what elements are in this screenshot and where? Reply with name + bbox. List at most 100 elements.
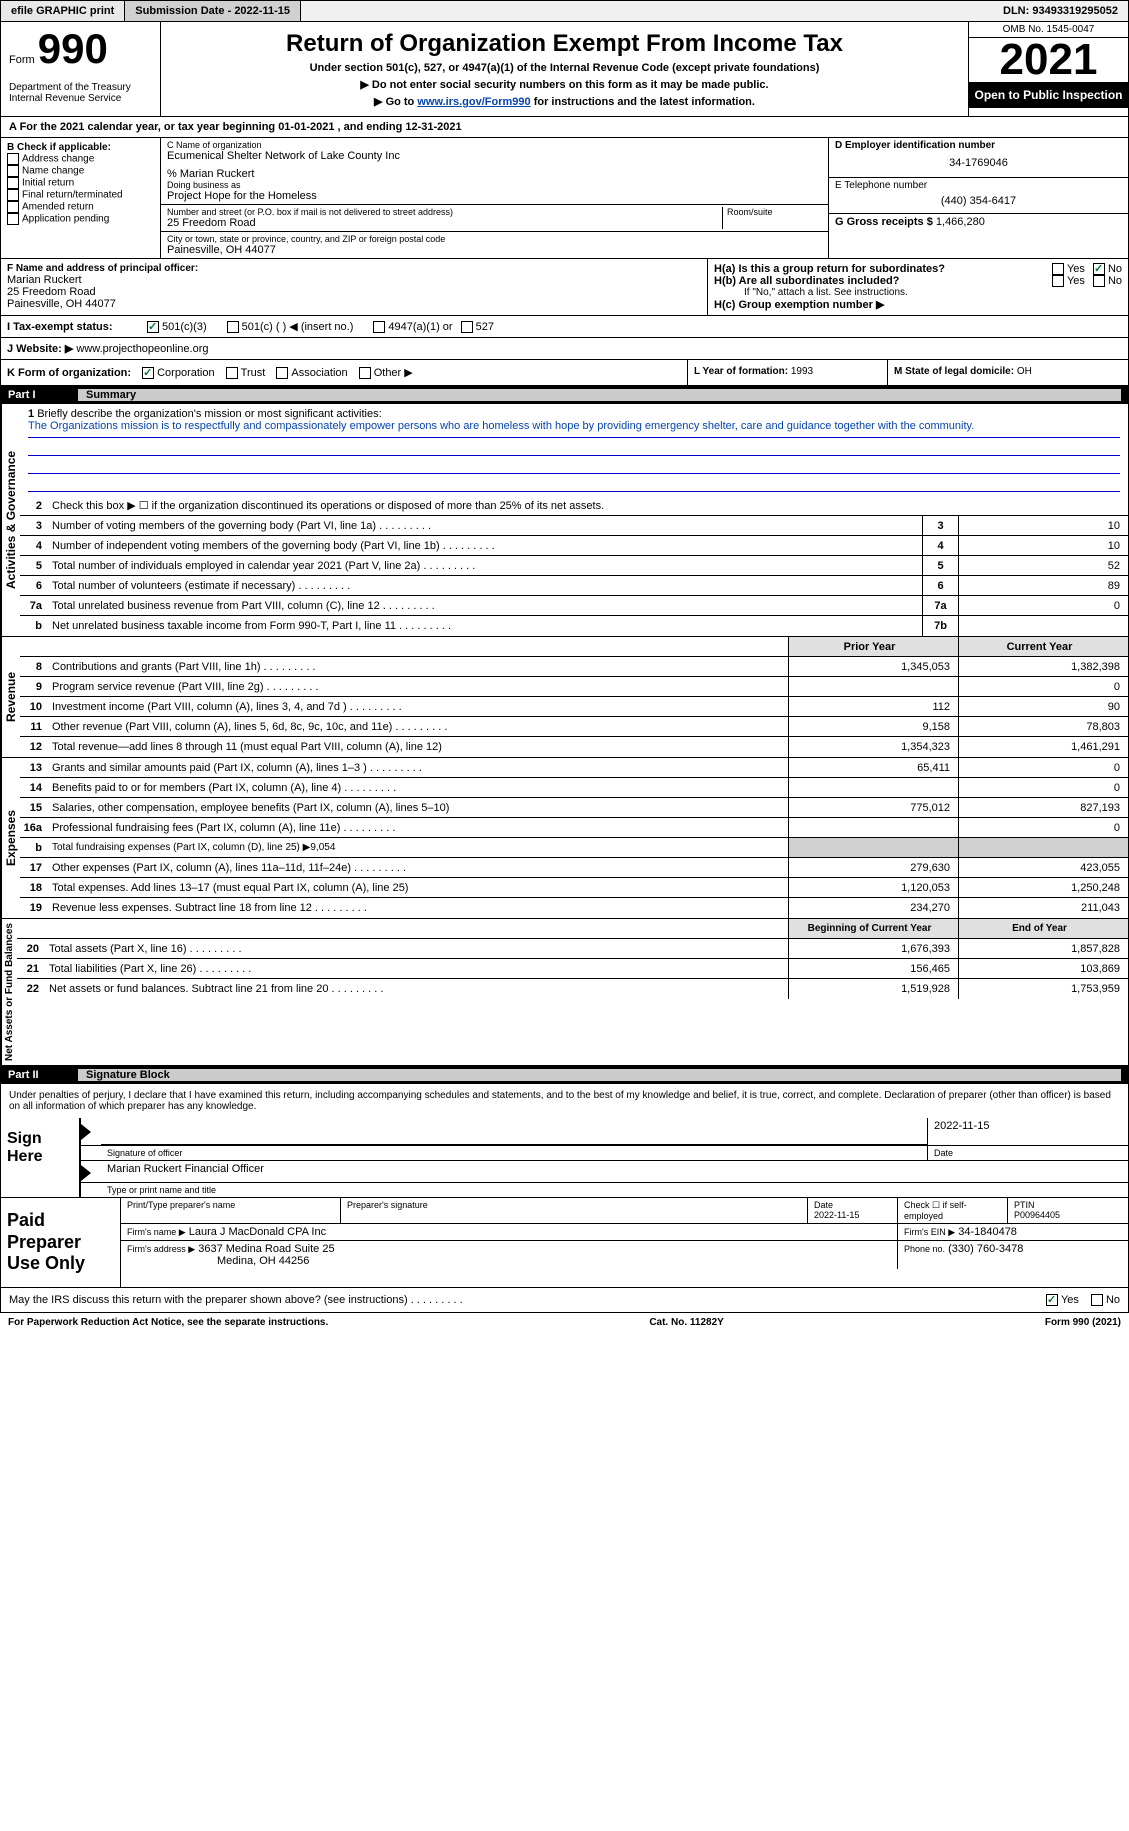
val-4: 10 [958, 536, 1128, 555]
chk-app-pending[interactable] [7, 213, 19, 225]
chk-trust[interactable] [226, 367, 238, 379]
form-word: Form [9, 54, 35, 66]
instr-goto: ▶ Go to www.irs.gov/Form990 for instruct… [169, 95, 960, 108]
open-inspection: Open to Public Inspection [969, 82, 1128, 108]
street-label: Number and street (or P.O. box if mail i… [167, 207, 722, 217]
hdr-prior-year: Prior Year [788, 637, 958, 656]
care-of: % Marian Ruckert [167, 168, 822, 180]
vtab-revenue: Revenue [1, 637, 20, 757]
line-4: Number of independent voting members of … [48, 538, 922, 554]
line-10: Investment income (Part VIII, column (A)… [48, 699, 788, 715]
val-7b [958, 616, 1128, 636]
chk-corp[interactable] [142, 367, 154, 379]
instr-ssn: ▶ Do not enter social security numbers o… [169, 78, 960, 91]
part1-num: Part I [8, 389, 78, 401]
tax-status-row: I Tax-exempt status: 501(c)(3) 501(c) ( … [0, 316, 1129, 338]
chk-initial-return[interactable] [7, 177, 19, 189]
chk-501c[interactable] [227, 321, 239, 333]
j-label: J Website: ▶ [7, 343, 73, 355]
tax-year: 2021 [969, 38, 1128, 82]
prep-sig-label: Preparer's signature [341, 1198, 808, 1223]
part1-header: Part I Summary [0, 386, 1129, 404]
b-label: B Check if applicable: [7, 142, 154, 153]
chk-other[interactable] [359, 367, 371, 379]
discuss-yes[interactable] [1046, 1294, 1058, 1306]
line-7a: Total unrelated business revenue from Pa… [48, 598, 922, 614]
g-gross-label: G Gross receipts $ [835, 216, 933, 228]
line-5: Total number of individuals employed in … [48, 558, 922, 574]
col-h-group: H(a) Is this a group return for subordin… [708, 259, 1128, 315]
paid-preparer-block: Paid Preparer Use Only Print/Type prepar… [0, 1198, 1129, 1288]
mission-block: 1 Briefly describe the organization's mi… [20, 404, 1128, 496]
discuss-no[interactable] [1091, 1294, 1103, 1306]
gross-receipts: 1,466,280 [936, 216, 985, 228]
line-6: Total number of volunteers (estimate if … [48, 578, 922, 594]
line-16a: Professional fundraising fees (Part IX, … [48, 820, 788, 836]
form-title: Return of Organization Exempt From Incom… [169, 30, 960, 58]
form-title-box: Return of Organization Exempt From Incom… [161, 22, 968, 116]
section-fh: F Name and address of principal officer:… [0, 259, 1129, 316]
website-url: www.projecthopeonline.org [76, 343, 208, 355]
hb-yes[interactable] [1052, 275, 1064, 287]
line-12: Total revenue—add lines 8 through 11 (mu… [48, 739, 788, 755]
name-title-label: Type or print name and title [101, 1183, 1128, 1197]
dept-treasury: Department of the Treasury Internal Reve… [9, 82, 152, 104]
hdr-beginning-year: Beginning of Current Year [788, 919, 958, 938]
hb-no[interactable] [1093, 275, 1105, 287]
sign-date: 2022-11-15 [928, 1118, 1128, 1145]
l-year-formation: L Year of formation: 1993 [688, 360, 888, 385]
firm-addr2: Medina, OH 44256 [217, 1255, 309, 1267]
val-5: 52 [958, 556, 1128, 575]
officer-addr2: Painesville, OH 44077 [7, 298, 701, 310]
chk-final-return[interactable] [7, 189, 19, 201]
chk-501c3[interactable] [147, 321, 159, 333]
prep-print-label: Print/Type preparer's name [121, 1198, 341, 1223]
ha-label: H(a) Is this a group return for subordin… [714, 263, 1052, 275]
date-label: Date [928, 1146, 1128, 1160]
website-row: J Website: ▶ www.projecthopeonline.org [0, 338, 1129, 360]
col-deg: D Employer identification number 34-1769… [828, 138, 1128, 258]
val-3: 10 [958, 516, 1128, 535]
sign-here-label: Sign Here [1, 1118, 81, 1197]
irs-link[interactable]: www.irs.gov/Form990 [417, 96, 530, 108]
submission-date: Submission Date - 2022-11-15 [125, 1, 301, 21]
part1-title: Summary [78, 389, 1121, 401]
paid-preparer-label: Paid Preparer Use Only [1, 1198, 121, 1287]
section-expenses: Expenses 13Grants and similar amounts pa… [0, 758, 1129, 919]
part2-num: Part II [8, 1069, 78, 1081]
line-22: Net assets or fund balances. Subtract li… [45, 981, 788, 997]
chk-4947[interactable] [373, 321, 385, 333]
chk-amended[interactable] [7, 201, 19, 213]
line-13: Grants and similar amounts paid (Part IX… [48, 760, 788, 776]
line-15: Salaries, other compensation, employee b… [48, 800, 788, 816]
cat-number: Cat. No. 11282Y [649, 1317, 723, 1328]
vtab-governance: Activities & Governance [1, 404, 20, 636]
line-11: Other revenue (Part VIII, column (A), li… [48, 719, 788, 735]
form-header: Form 990 Department of the Treasury Inte… [0, 22, 1129, 117]
line-9: Program service revenue (Part VIII, line… [48, 679, 788, 695]
firm-phone: (330) 760-3478 [948, 1243, 1023, 1255]
efile-print-button[interactable]: efile GRAPHIC print [1, 1, 125, 21]
officer-name-title: Marian Ruckert Financial Officer [101, 1161, 1128, 1182]
paperwork-notice: For Paperwork Reduction Act Notice, see … [8, 1317, 328, 1328]
chk-assoc[interactable] [276, 367, 288, 379]
ein-value: 34-1769046 [835, 151, 1122, 175]
d-ein-label: D Employer identification number [835, 140, 1122, 151]
form-subtitle: Under section 501(c), 527, or 4947(a)(1)… [169, 62, 960, 74]
ha-no[interactable] [1093, 263, 1105, 275]
chk-527[interactable] [461, 321, 473, 333]
arrow-icon [81, 1165, 91, 1181]
val-7a: 0 [958, 596, 1128, 615]
hb-note: If "No," attach a list. See instructions… [714, 287, 1122, 298]
klm-row: K Form of organization: Corporation Trus… [0, 360, 1129, 386]
part2-header: Part II Signature Block [0, 1066, 1129, 1084]
e-tel-label: E Telephone number [835, 180, 1122, 191]
hb-label: H(b) Are all subordinates included? [714, 275, 1052, 287]
ha-yes[interactable] [1052, 263, 1064, 275]
officer-name: Marian Ruckert [7, 274, 701, 286]
chk-name-change[interactable] [7, 165, 19, 177]
form-footer: Form 990 (2021) [1045, 1317, 1121, 1328]
i-label: I Tax-exempt status: [7, 321, 147, 333]
line-18: Total expenses. Add lines 13–17 (must eq… [48, 880, 788, 896]
chk-address-change[interactable] [7, 153, 19, 165]
